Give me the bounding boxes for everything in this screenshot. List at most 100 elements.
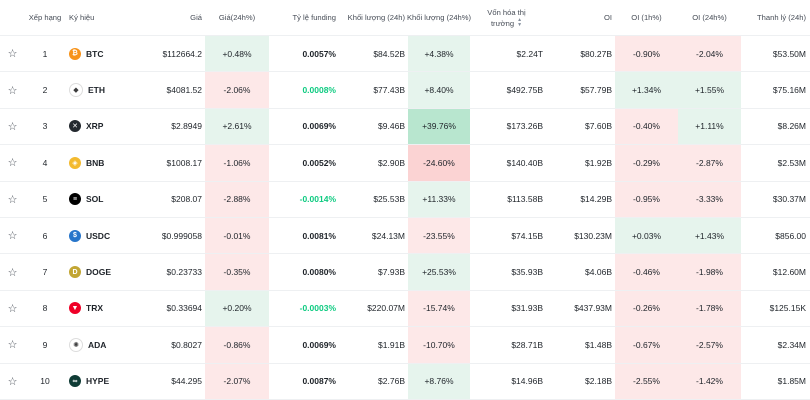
symbol-label[interactable]: XRP (86, 121, 104, 132)
table-row[interactable]: ☆ 1 ₿ BTC $112664.2 +0.48% 0.0057% $84.52B +4.38… (0, 36, 810, 73)
header-market-cap[interactable]: Vốn hóa thị trường ▲ ▼ (470, 0, 545, 35)
header-market-cap-line1: Vốn hóa thị (487, 7, 526, 17)
volume-cell: $2.90B (378, 157, 405, 168)
liquidation-cell: $2.53M (777, 157, 806, 168)
symbol-label[interactable]: BTC (86, 48, 104, 59)
eth-icon: ◆ (69, 83, 83, 98)
oi-24h-cell: -2.57% (678, 327, 741, 363)
table-row[interactable]: ☆ 4 ◈ BNB $1008.17 -1.06% 0.0052% $2.90B -24.60%… (0, 145, 810, 182)
symbol-label[interactable]: ADA (88, 339, 107, 350)
symbol-cell[interactable]: $ USDC (65, 218, 140, 253)
favorite-star-icon[interactable]: ☆ (0, 182, 25, 217)
symbol-label[interactable]: DOGE (86, 267, 112, 278)
rank-cell: 5 (42, 194, 48, 205)
price-cell: $0.23733 (166, 267, 202, 278)
star-icon[interactable]: ☆ (7, 230, 18, 243)
symbol-label[interactable]: BNB (86, 157, 105, 168)
table-row[interactable]: ☆ 3 ✕ XRP $2.8949 +2.61% 0.0069% $9.46B +39.76% $… (0, 108, 810, 146)
market-cap-cell: $74.15B (511, 230, 543, 241)
table-row[interactable]: ☆ 5 ≡ SOL $208.07 -2.88% -0.0014% $25.53B +11.33… (0, 181, 810, 218)
price-cell: $112664.2 (162, 48, 202, 59)
symbol-cell[interactable]: ✺ ADA (65, 327, 140, 362)
header-symbol[interactable]: Ký hiệu (69, 13, 95, 22)
rank-cell: 3 (42, 121, 48, 132)
symbol-label[interactable]: ETH (88, 85, 105, 96)
rank-cell: 7 (42, 267, 48, 278)
header-star-column (0, 0, 25, 35)
symbol-label[interactable]: TRX (86, 303, 103, 314)
star-icon[interactable]: ☆ (7, 48, 18, 61)
header-oi-1h[interactable]: OI (1h%) (631, 13, 662, 22)
price-cell: $4081.52 (166, 85, 202, 96)
ada-icon: ✺ (69, 337, 83, 352)
liquidation-cell: $53.50M (772, 48, 806, 59)
volume-cell: $1.91B (378, 339, 405, 350)
oi-cell: $57.79B (580, 85, 612, 96)
symbol-label[interactable]: SOL (86, 194, 104, 205)
favorite-star-icon[interactable]: ☆ (0, 291, 25, 326)
price-cell: $44.295 (171, 376, 202, 387)
table-row[interactable]: ☆ 7 D DOGE $0.23733 -0.35% 0.0080% $7.93B +25.53… (0, 254, 810, 291)
star-icon[interactable]: ☆ (7, 120, 18, 133)
header-liquidation[interactable]: Thanh lý (24h) (757, 13, 806, 22)
header-oi[interactable]: OI (603, 13, 612, 22)
rank-cell: 10 (40, 376, 50, 387)
oi-24h-cell: -1.42% (678, 363, 741, 399)
table-row[interactable]: ☆ 8 ▼ TRX $0.33694 +0.20% -0.0003% $220.07M -15.… (0, 290, 810, 328)
star-icon[interactable]: ☆ (7, 157, 18, 170)
header-volume-change[interactable]: Khối lượng (24h%) (406, 13, 472, 22)
star-icon[interactable]: ☆ (7, 339, 18, 352)
sort-icon[interactable]: ▲ ▼ (517, 17, 523, 28)
header-volume[interactable]: Khối lượng (24h) (347, 13, 405, 22)
market-cap-cell: $492.75B (506, 85, 543, 96)
rank-cell: 6 (42, 230, 48, 241)
rank-cell: 4 (42, 157, 48, 168)
price-change-cell: +0.20% (205, 290, 269, 327)
star-icon[interactable]: ☆ (7, 84, 18, 97)
price-change-cell: +0.48% (205, 36, 269, 72)
oi-1h-cell: -0.29% (615, 145, 678, 181)
star-icon[interactable]: ☆ (7, 266, 18, 279)
symbol-cell[interactable]: ∞ HYPE (65, 364, 140, 399)
symbol-cell[interactable]: ◆ ETH (65, 72, 140, 107)
sol-icon: ≡ (69, 193, 81, 206)
favorite-star-icon[interactable]: ☆ (0, 218, 25, 253)
volume-cell: $2.76B (378, 376, 405, 387)
favorite-star-icon[interactable]: ☆ (0, 254, 25, 289)
volume-change-cell: +11.33% (408, 181, 470, 217)
header-funding[interactable]: Tỷ lệ funding (292, 13, 336, 22)
symbol-label[interactable]: USDC (86, 230, 111, 241)
star-icon[interactable]: ☆ (7, 302, 18, 315)
liquidation-cell: $75.16M (772, 85, 806, 96)
table-row[interactable]: ☆ 10 ∞ HYPE $44.295 -2.07% 0.0087% $2.76B +8.76%… (0, 363, 810, 400)
funding-cell: 0.0080% (302, 267, 336, 278)
table-row[interactable]: ☆ 2 ◆ ETH $4081.52 -2.06% 0.0008% $77.43B +8.40%… (0, 72, 810, 109)
table-row[interactable]: ☆ 6 $ USDC $0.999058 -0.01% 0.0081% $24.13M -23.… (0, 217, 810, 255)
favorite-star-icon[interactable]: ☆ (0, 36, 25, 71)
favorite-star-icon[interactable]: ☆ (0, 72, 25, 107)
header-price-change[interactable]: Giá(24h%) (218, 13, 256, 22)
symbol-cell[interactable]: ✕ XRP (65, 109, 140, 144)
symbol-cell[interactable]: ▼ TRX (65, 291, 140, 326)
symbol-cell[interactable]: ≡ SOL (65, 182, 140, 217)
oi-cell: $7.60B (585, 121, 612, 132)
symbol-cell[interactable]: ₿ BTC (65, 36, 140, 71)
favorite-star-icon[interactable]: ☆ (0, 109, 25, 144)
favorite-star-icon[interactable]: ☆ (0, 364, 25, 399)
header-oi-24h[interactable]: OI (24h%) (692, 13, 727, 22)
rank-cell: 8 (42, 303, 48, 314)
header-price[interactable]: Giá (190, 13, 202, 22)
symbol-cell[interactable]: ◈ BNB (65, 145, 140, 180)
oi-cell: $1.48B (585, 339, 612, 350)
star-icon[interactable]: ☆ (7, 375, 18, 388)
symbol-label[interactable]: HYPE (86, 376, 110, 387)
liquidation-cell: $30.37M (772, 194, 806, 205)
table-row[interactable]: ☆ 9 ✺ ADA $0.8027 -0.86% 0.0069% $1.91B -10.70% $… (0, 327, 810, 364)
favorite-star-icon[interactable]: ☆ (0, 145, 25, 180)
symbol-cell[interactable]: D DOGE (65, 254, 140, 289)
favorite-star-icon[interactable]: ☆ (0, 327, 25, 362)
trx-icon: ▼ (69, 302, 81, 315)
star-icon[interactable]: ☆ (7, 193, 18, 206)
header-rank[interactable]: Xếp hạng (28, 13, 62, 22)
